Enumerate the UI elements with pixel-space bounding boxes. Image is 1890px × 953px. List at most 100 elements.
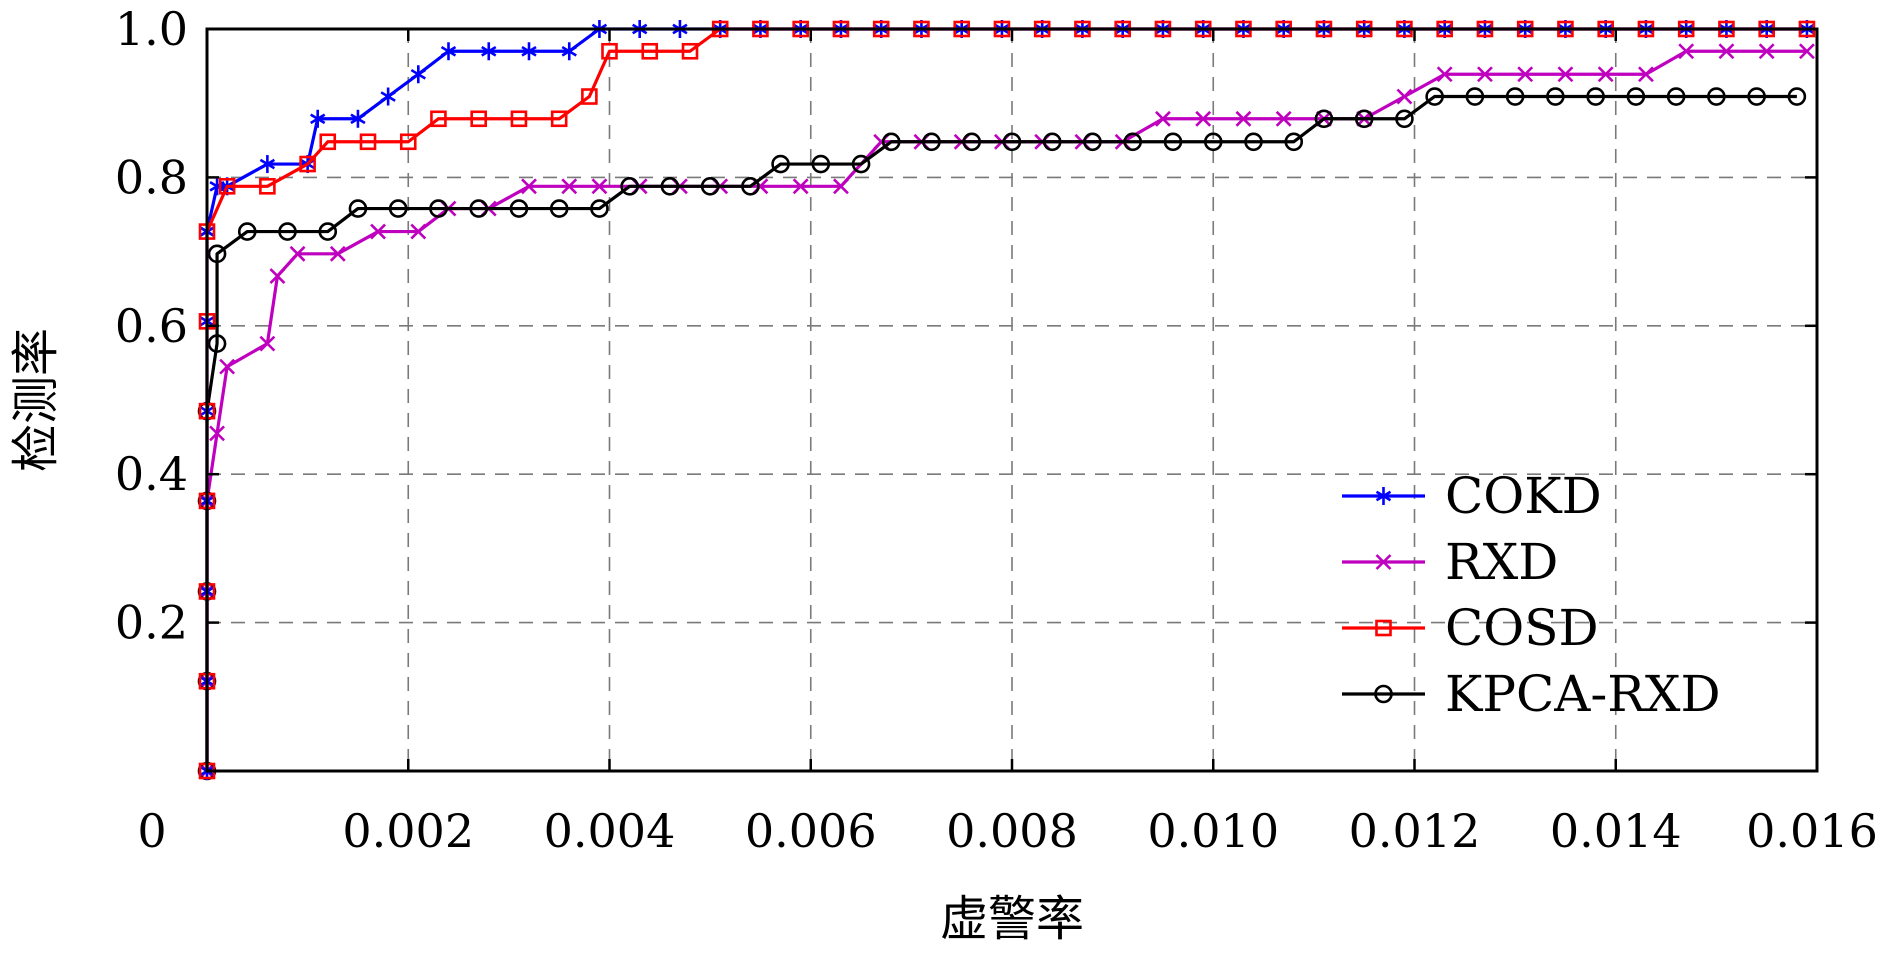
marker-shape [278,222,297,241]
marker-shape [741,177,760,196]
marker-stroke [289,245,306,262]
marker-shape [1465,87,1485,106]
x-axis-label: 虚警率 [940,891,1084,947]
marker-stroke [410,223,427,240]
data-point [1758,43,1775,60]
data-point [1235,110,1252,127]
data-point [1678,43,1695,60]
data-point [700,177,720,196]
marker-shape [922,132,941,152]
data-point [510,110,528,128]
marker-shape [549,199,569,218]
marker-stroke [561,45,577,57]
marker-shape [681,42,699,60]
data-point [1396,88,1413,105]
marker-shape [470,110,487,128]
marker-shape [1314,109,1334,129]
marker-stroke [259,335,276,352]
marker-shape [1546,87,1565,106]
marker-shape [509,199,529,218]
marker-shape [1203,132,1223,152]
data-point [1354,109,1374,129]
marker-stroke [329,245,346,262]
marker-stroke [1155,110,1171,127]
marker-shape [1042,132,1062,152]
marker-shape [388,199,408,218]
data-point [278,222,297,241]
marker-shape [601,42,618,60]
x-tick-label: 0.008 [946,804,1078,858]
data-point [207,334,227,353]
series-kpca-rxd [197,87,1807,781]
marker-shape [700,177,720,196]
marker-shape [319,133,337,151]
marker-shape [259,178,276,195]
marker-stroke [1275,110,1292,127]
data-point [881,132,901,152]
marker-stroke [1195,110,1212,127]
marker-shape [881,132,901,152]
data-point [259,335,276,352]
marker-stroke [259,158,276,170]
marker-shape [1163,132,1183,152]
marker-stroke [380,91,396,102]
marker-stroke [370,223,386,240]
data-point [388,199,408,218]
legend-label: KPCA-RXD [1445,665,1721,723]
data-point [269,268,286,285]
y-tick-label: 0.6 [115,299,188,353]
marker-shape [218,178,236,195]
y-axis-label: 检测率 [8,328,64,472]
marker-stroke [1375,554,1392,570]
data-point [550,110,568,128]
data-point [1546,87,1565,106]
marker-stroke [1396,88,1413,105]
marker-stroke [833,178,849,195]
marker-stroke [481,45,497,57]
legend-marker [1375,619,1392,637]
marker-shape [430,110,447,128]
data-point [660,177,680,196]
marker-stroke [1436,66,1453,83]
marker-stroke [269,268,286,285]
marker-shape [1374,684,1393,704]
data-point [581,88,598,105]
data-point [561,178,578,195]
marker-shape [1787,87,1807,106]
marker-stroke [1375,490,1392,502]
x-tick-label: 0.016 [1746,804,1878,858]
data-point [1244,132,1263,152]
data-point [1083,132,1102,152]
tick-layer: 0 0.002 0.004 0.006 0.008 0.010 0.012 0.014 0.01… [115,2,1878,858]
marker-shape [620,177,639,196]
data-point [430,110,447,128]
data-point [1123,132,1143,152]
grid-layer [207,29,1817,771]
data-point [380,87,396,106]
marker-shape [399,133,417,151]
legend-item-cokd: COKD [1342,467,1602,525]
data-point [1002,132,1022,152]
y-tick-label: 0.4 [115,447,188,501]
marker-stroke [521,178,537,195]
marker-stroke [1758,43,1775,60]
series-line-rxd [205,49,1807,771]
data-point [1586,87,1605,106]
data-point [1477,66,1493,83]
marker-shape [811,154,831,174]
marker-shape [1354,109,1374,129]
marker-shape [1123,132,1143,152]
marker-stroke [219,358,236,375]
marker-shape [348,199,368,218]
data-point [1505,87,1525,106]
marker-shape [1002,132,1022,152]
x-tick-label: 0.012 [1349,804,1481,858]
marker-stroke [410,68,426,80]
x-tick-label: 0.014 [1550,804,1682,858]
data-point [370,223,386,240]
marker-stroke [561,178,578,195]
data-point [1638,66,1654,83]
data-point [219,358,236,375]
data-point [792,178,809,195]
data-point [1425,87,1444,106]
